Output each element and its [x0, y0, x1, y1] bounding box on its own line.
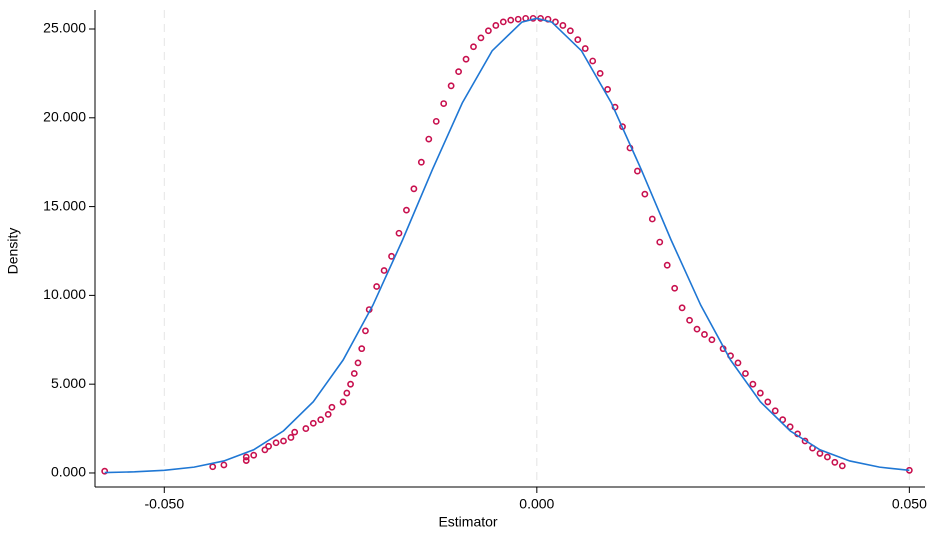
point	[462, 55, 470, 63]
point	[477, 34, 485, 42]
point	[250, 451, 258, 459]
y-tick-label: 0.000	[51, 464, 86, 480]
point	[596, 69, 604, 77]
point	[309, 419, 317, 427]
density-curve	[104, 17, 910, 474]
point	[380, 267, 388, 274]
point	[801, 437, 809, 445]
x-tick-label: -0.050	[144, 496, 184, 512]
point	[701, 331, 708, 338]
point	[302, 425, 310, 432]
point	[265, 442, 272, 450]
y-tick-label: 15.000	[43, 197, 86, 213]
point	[604, 85, 612, 93]
point	[559, 22, 567, 29]
point	[678, 304, 686, 312]
point	[447, 82, 455, 90]
point	[425, 135, 433, 143]
point	[671, 284, 679, 292]
point	[261, 446, 269, 454]
point	[242, 457, 250, 464]
point	[656, 238, 664, 246]
point	[350, 370, 358, 377]
point	[388, 252, 395, 260]
point	[403, 206, 410, 214]
point	[272, 439, 280, 447]
y-axis-label: Density	[5, 228, 21, 275]
y-tick-label: 25.000	[43, 20, 86, 36]
point	[362, 327, 369, 335]
point	[734, 359, 742, 367]
point	[816, 450, 824, 457]
point	[786, 423, 794, 431]
point	[220, 461, 228, 469]
point	[581, 45, 589, 52]
point	[291, 428, 299, 436]
point	[209, 463, 217, 471]
point	[742, 370, 749, 377]
point	[771, 407, 779, 415]
point	[484, 27, 492, 35]
point	[242, 453, 250, 461]
point	[440, 100, 448, 107]
point	[328, 403, 336, 411]
point	[764, 398, 772, 406]
point	[831, 458, 839, 466]
point	[354, 359, 362, 367]
point	[589, 57, 597, 65]
point	[749, 380, 757, 388]
point	[347, 380, 354, 388]
point	[432, 117, 440, 125]
point	[317, 416, 325, 424]
point	[641, 190, 649, 198]
point	[358, 345, 366, 353]
point	[280, 437, 287, 445]
point	[634, 167, 641, 175]
point	[343, 389, 351, 397]
point	[686, 316, 693, 324]
point	[823, 453, 831, 461]
x-tick-label: 0.050	[892, 496, 927, 512]
point	[693, 325, 701, 333]
point	[574, 36, 582, 44]
point	[708, 336, 716, 344]
point	[838, 462, 846, 470]
point	[373, 283, 381, 290]
point	[779, 416, 787, 424]
point	[499, 18, 507, 26]
point	[507, 16, 515, 24]
point	[410, 185, 418, 193]
x-axis-label: Estimator	[438, 514, 497, 530]
point	[566, 27, 574, 35]
point	[287, 434, 295, 441]
point	[455, 68, 462, 76]
y-tick-label: 5.000	[51, 375, 86, 391]
point	[101, 467, 109, 475]
point	[339, 398, 347, 406]
point	[395, 229, 403, 237]
y-tick-label: 20.000	[43, 108, 86, 124]
point	[492, 22, 500, 29]
point	[470, 43, 477, 51]
point	[552, 18, 559, 26]
y-tick-label: 10.000	[43, 286, 86, 302]
point	[756, 389, 764, 397]
point	[324, 410, 332, 418]
x-tick-label: 0.000	[519, 496, 554, 512]
point	[514, 15, 522, 23]
point	[417, 158, 425, 166]
point	[663, 261, 671, 269]
point	[648, 215, 656, 223]
